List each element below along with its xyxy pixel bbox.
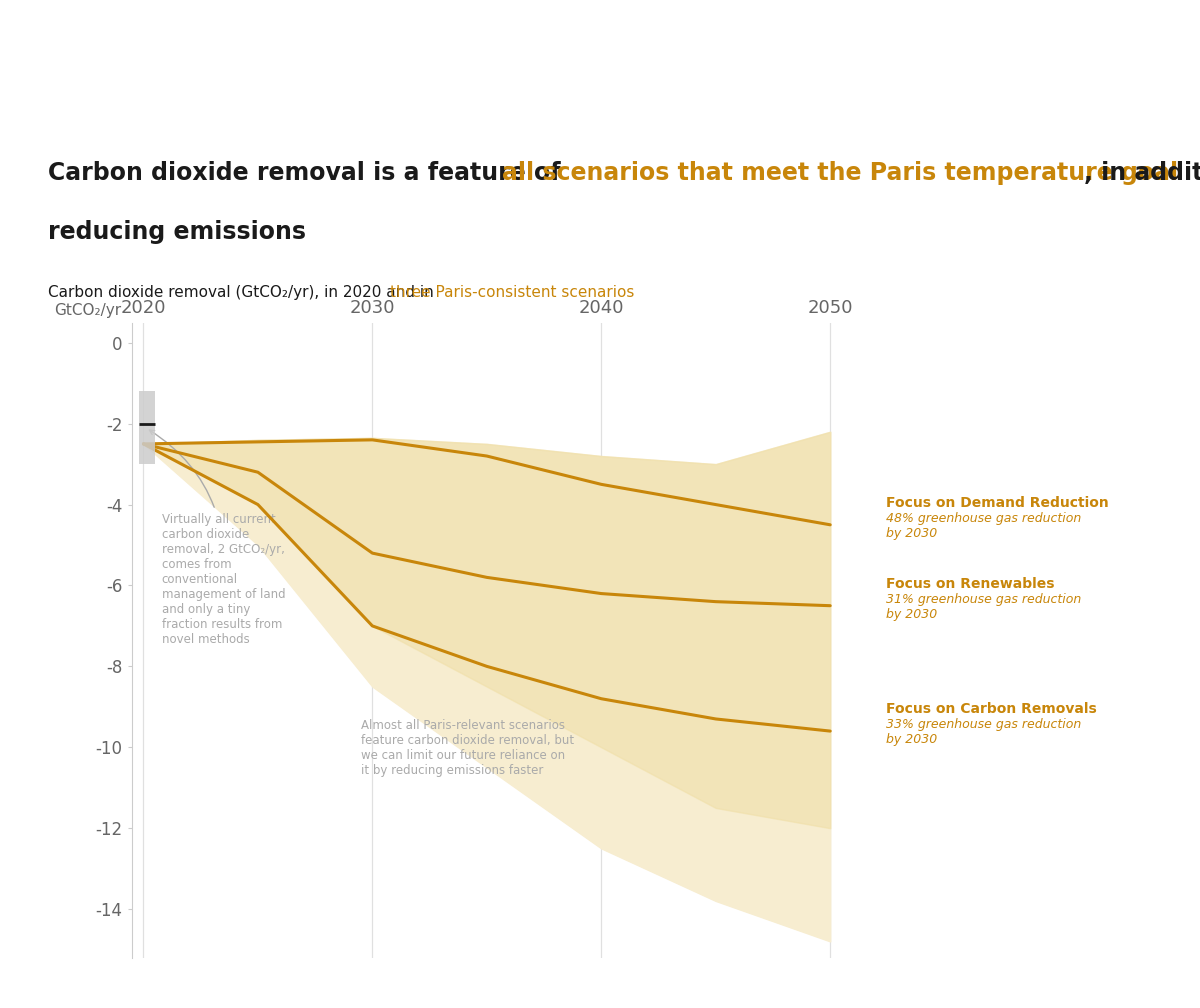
Text: Focus on Renewables: Focus on Renewables	[886, 577, 1054, 591]
Bar	[139, 391, 155, 464]
Text: 31% greenhouse gas reduction
by 2030: 31% greenhouse gas reduction by 2030	[886, 593, 1081, 621]
Text: reducing emissions: reducing emissions	[48, 220, 306, 244]
Text: Almost all Paris-relevant scenarios
feature carbon dioxide removal, but
we can l: Almost all Paris-relevant scenarios feat…	[361, 719, 574, 777]
Text: 33% greenhouse gas reduction
by 2030: 33% greenhouse gas reduction by 2030	[886, 718, 1081, 746]
Text: Focus on Demand Reduction: Focus on Demand Reduction	[886, 496, 1109, 510]
Text: 48% greenhouse gas reduction
by 2030: 48% greenhouse gas reduction by 2030	[886, 512, 1081, 539]
Text: all scenarios that meet the Paris temperature goal: all scenarios that meet the Paris temper…	[502, 161, 1178, 185]
Text: three Paris-consistent scenarios: three Paris-consistent scenarios	[390, 285, 635, 300]
Text: Carbon dioxide removal is a feature of: Carbon dioxide removal is a feature of	[48, 161, 569, 185]
Text: Carbon dioxide removal (GtCO₂/yr), in 2020 and in: Carbon dioxide removal (GtCO₂/yr), in 20…	[48, 285, 439, 300]
Text: , in addition to: , in addition to	[1084, 161, 1200, 185]
Text: Virtually all current
carbon dioxide
removal, 2 GtCO₂/yr,
comes from
conventiona: Virtually all current carbon dioxide rem…	[149, 430, 286, 646]
Text: GtCO₂/yr: GtCO₂/yr	[54, 302, 121, 318]
Text: Focus on Carbon Removals: Focus on Carbon Removals	[886, 702, 1097, 716]
